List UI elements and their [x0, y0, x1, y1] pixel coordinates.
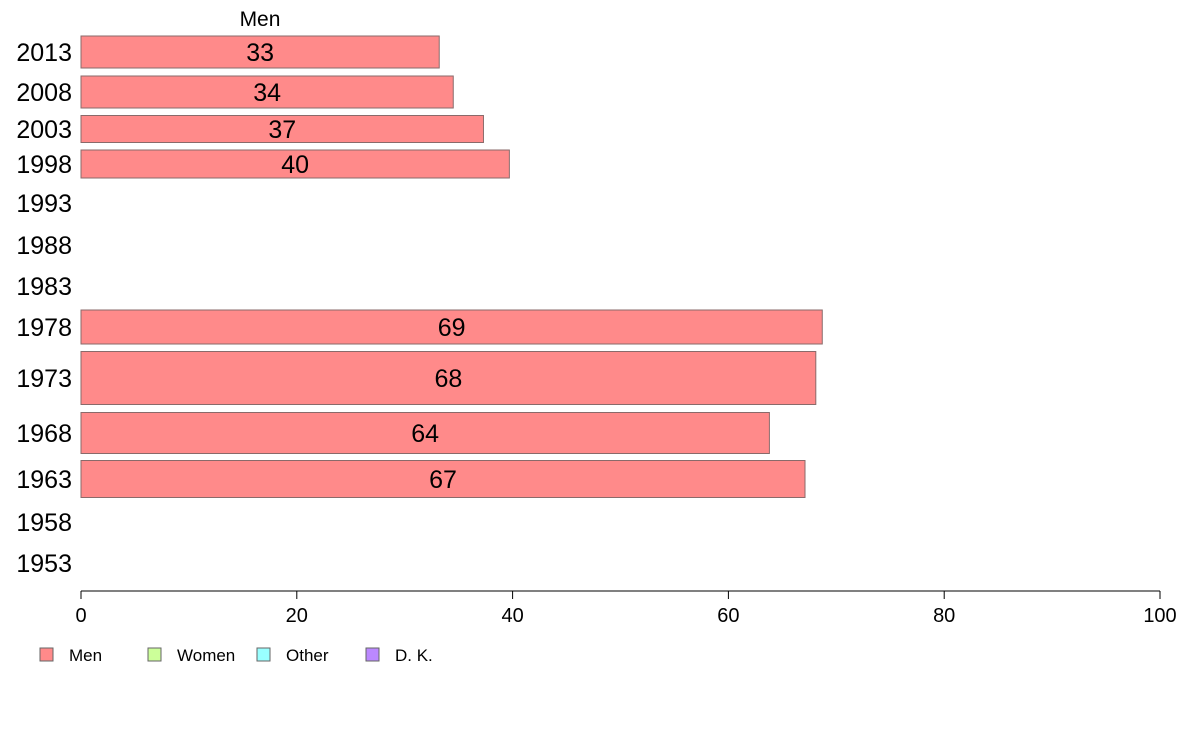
- legend-swatch-1: [147, 647, 162, 662]
- bar-1973: [80, 351, 817, 405]
- year-label-2013: 2013: [16, 39, 72, 67]
- year-label-1978: 1978: [16, 314, 72, 342]
- legend-label-0: Men: [69, 646, 102, 665]
- legend-label-1: Women: [177, 646, 235, 665]
- year-label-1958: 1958: [16, 509, 72, 537]
- year-label-1973: 1973: [16, 365, 72, 393]
- year-label-2008: 2008: [16, 79, 72, 107]
- bar-1998: [80, 149, 510, 179]
- bar-2003: [80, 115, 484, 143]
- x-tick-label-60: 60: [717, 605, 739, 627]
- year-label-1998: 1998: [16, 151, 72, 179]
- x-tick-label-100: 100: [1143, 605, 1176, 627]
- bars-group: 33 34 37 40 69 68 64 67: [80, 35, 823, 498]
- bar-2013: [80, 35, 440, 69]
- year-label-1953: 1953: [16, 550, 72, 578]
- year-label-1988: 1988: [16, 232, 72, 260]
- bar-value-label-2008: 34: [253, 79, 281, 107]
- bar-value-label-2003: 37: [268, 116, 296, 144]
- legend-label-2: Other: [286, 646, 329, 665]
- bar-value-label-2013: 33: [246, 39, 274, 67]
- year-label-1993: 1993: [16, 190, 72, 218]
- x-tick-label-80: 80: [933, 605, 955, 627]
- x-tick-label-20: 20: [286, 605, 308, 627]
- bar-2008: [80, 75, 454, 109]
- legend-swatch-0: [39, 647, 54, 662]
- legend-swatch-3: [365, 647, 380, 662]
- year-label-2003: 2003: [16, 116, 72, 144]
- x-tick-label-40: 40: [501, 605, 523, 627]
- series-title: Men: [240, 8, 281, 31]
- year-label-1968: 1968: [16, 420, 72, 448]
- legend: Men Women Other D. K.: [39, 646, 433, 665]
- bar-1963: [80, 460, 806, 498]
- bar-value-label-1973: 68: [434, 365, 462, 393]
- bar-1978: [80, 309, 823, 345]
- year-label-1963: 1963: [16, 466, 72, 494]
- legend-swatch-2: [256, 647, 271, 662]
- bar-value-label-1978: 69: [438, 314, 466, 342]
- bar-value-label-1963: 67: [429, 466, 457, 494]
- bar-1968: [80, 412, 770, 454]
- year-label-1983: 1983: [16, 273, 72, 301]
- bar-value-label-1968: 64: [411, 420, 439, 448]
- legend-label-3: D. K.: [395, 646, 433, 665]
- x-axis: 0 20 40 60 80 100: [75, 590, 1177, 627]
- bar-value-label-1998: 40: [281, 151, 309, 179]
- year-labels-group: 2013 2008 2003 1998 1993 1988 1983 1978 1973 1968…: [16, 39, 72, 578]
- x-tick-label-0: 0: [75, 605, 86, 627]
